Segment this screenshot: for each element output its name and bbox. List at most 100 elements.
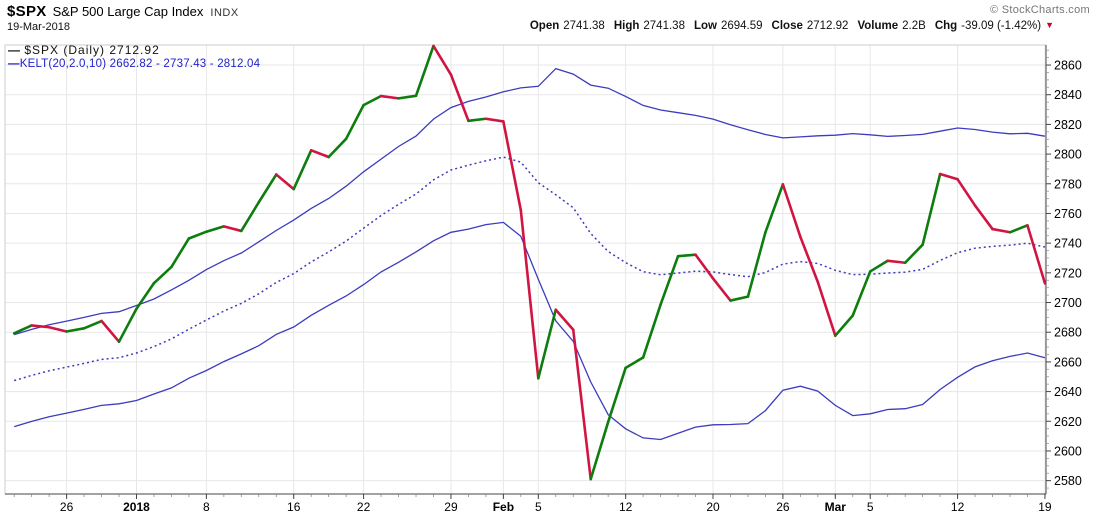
x-axis-tick-label: 5 xyxy=(867,500,874,514)
symbol-label: $SPX xyxy=(7,3,47,20)
legend-spx-row: — $SPX (Daily) 2712.92 xyxy=(8,44,260,57)
price-segment xyxy=(362,94,383,107)
price-segment xyxy=(47,325,68,333)
x-axis-tick-label: Mar xyxy=(825,500,847,514)
keltner-lower-band-line xyxy=(14,221,1046,441)
y-axis-tick-label: 2820 xyxy=(1054,118,1082,132)
price-segment xyxy=(257,173,278,204)
y-axis-tick-label: 2800 xyxy=(1054,148,1082,162)
index-name: S&P 500 Large Cap Index xyxy=(52,4,204,19)
price-segment xyxy=(170,237,191,269)
change-value: -39.09 (-1.42%) xyxy=(961,20,1042,32)
price-segment xyxy=(1008,224,1029,234)
chart-date: 19-Mar-2018 xyxy=(7,21,70,33)
price-segment xyxy=(816,280,837,337)
price-segment xyxy=(886,259,907,265)
quote-row: 19-Mar-2018 Open 2741.38 High 2741.38 Low 269… xyxy=(7,20,1095,37)
price-segment xyxy=(991,227,1012,234)
price-segment xyxy=(432,44,453,76)
y-axis-tick-label: 2640 xyxy=(1054,385,1082,399)
y-axis-tick-label: 2700 xyxy=(1054,296,1082,310)
grid-lines xyxy=(5,45,1046,494)
price-segment xyxy=(973,204,994,231)
low-label: Low xyxy=(693,20,717,32)
spx-price-line xyxy=(12,44,1047,481)
chart-header: $SPX S&P 500 Large Cap Index INDX © StockC… xyxy=(7,3,1095,21)
y-axis-tick-label: 2860 xyxy=(1054,59,1082,73)
x-axis-tick-label: 19 xyxy=(1038,500,1052,514)
price-segment xyxy=(641,303,662,359)
price-segment xyxy=(240,200,261,233)
y-axis-tick-label: 2840 xyxy=(1054,88,1082,102)
price-segment xyxy=(606,366,627,424)
copyright-note: © StockCharts.com xyxy=(989,4,1090,16)
price-segment xyxy=(274,173,296,191)
y-axis-tick-label: 2740 xyxy=(1054,237,1082,251)
price-segment xyxy=(449,73,470,123)
price-segment xyxy=(746,231,767,298)
price-segment xyxy=(1026,224,1047,285)
price-segment xyxy=(519,209,540,380)
price-segment xyxy=(65,327,86,333)
exchange-label: INDX xyxy=(210,7,239,19)
price-segment xyxy=(921,172,942,246)
x-axis-tick-label: Feb xyxy=(493,500,514,514)
x-axis-tick-label: 12 xyxy=(951,500,965,514)
y-axis-tick-label: 2620 xyxy=(1054,415,1082,429)
keltner-upper-band-line xyxy=(14,67,1046,336)
price-segment xyxy=(589,420,610,481)
x-axis-tick-label: 26 xyxy=(60,500,74,514)
price-segment xyxy=(467,117,488,123)
y-axis-tick-label: 2720 xyxy=(1054,266,1082,280)
price-segment xyxy=(938,172,959,181)
price-segment xyxy=(711,277,732,302)
y-axis-tick-label: 2580 xyxy=(1054,474,1082,488)
price-segment xyxy=(903,243,924,265)
volume-value: 2.2B xyxy=(902,20,926,32)
y-axis: 2580 2600 2620 2640 2660 2680 2700 2720 2740 2760… xyxy=(1046,49,1082,489)
price-segment xyxy=(554,308,575,332)
x-axis-tick-label: 26 xyxy=(776,500,790,514)
price-segment xyxy=(833,314,855,337)
legend-kelt-row: —KELT(20,2.0,10) 2662.82 - 2737.43 - 281… xyxy=(8,58,260,71)
price-segment xyxy=(309,148,330,159)
price-segment xyxy=(694,253,715,280)
price-segment xyxy=(187,230,208,240)
spx-line-swatch-icon: — xyxy=(8,43,20,57)
price-segment xyxy=(799,235,820,284)
x-axis-tick-label: 16 xyxy=(287,500,301,514)
price-segment xyxy=(729,295,750,302)
price-segment xyxy=(205,225,226,234)
x-axis: 26 2018 8 16 22 29 Feb 5 12 20 26 Mar 5 12 19 xyxy=(13,494,1052,514)
price-segment xyxy=(484,117,505,123)
high-value: 2741.38 xyxy=(643,20,685,32)
price-segment xyxy=(152,265,173,285)
price-segment xyxy=(344,103,365,141)
close-label: Close xyxy=(771,20,803,32)
open-value: 2741.38 xyxy=(563,20,605,32)
price-segment xyxy=(222,225,243,233)
plot-axes xyxy=(4,44,1047,495)
change-label: Chg xyxy=(934,20,958,32)
price-segment xyxy=(676,253,697,258)
price-segment xyxy=(659,254,680,306)
x-axis-tick-label: 12 xyxy=(619,500,633,514)
price-segment xyxy=(764,183,785,234)
price-segment xyxy=(397,94,418,100)
price-segment xyxy=(624,356,645,370)
y-axis-tick-label: 2780 xyxy=(1054,177,1082,191)
price-segment xyxy=(379,94,400,100)
price-segment xyxy=(30,324,51,329)
x-axis-tick-label: 20 xyxy=(706,500,720,514)
close-value: 2712.92 xyxy=(806,20,849,32)
y-axis-tick-label: 2760 xyxy=(1054,207,1082,221)
price-segment xyxy=(781,183,802,239)
price-segment xyxy=(135,281,156,311)
price-segment xyxy=(100,319,121,343)
price-segment xyxy=(12,324,33,335)
x-axis-tick-label: 2018 xyxy=(123,500,150,514)
legend-kelt-text: KELT(20,2.0,10) 2662.82 - 2737.43 - 2812… xyxy=(19,58,261,70)
x-axis-tick-label: 5 xyxy=(535,500,542,514)
